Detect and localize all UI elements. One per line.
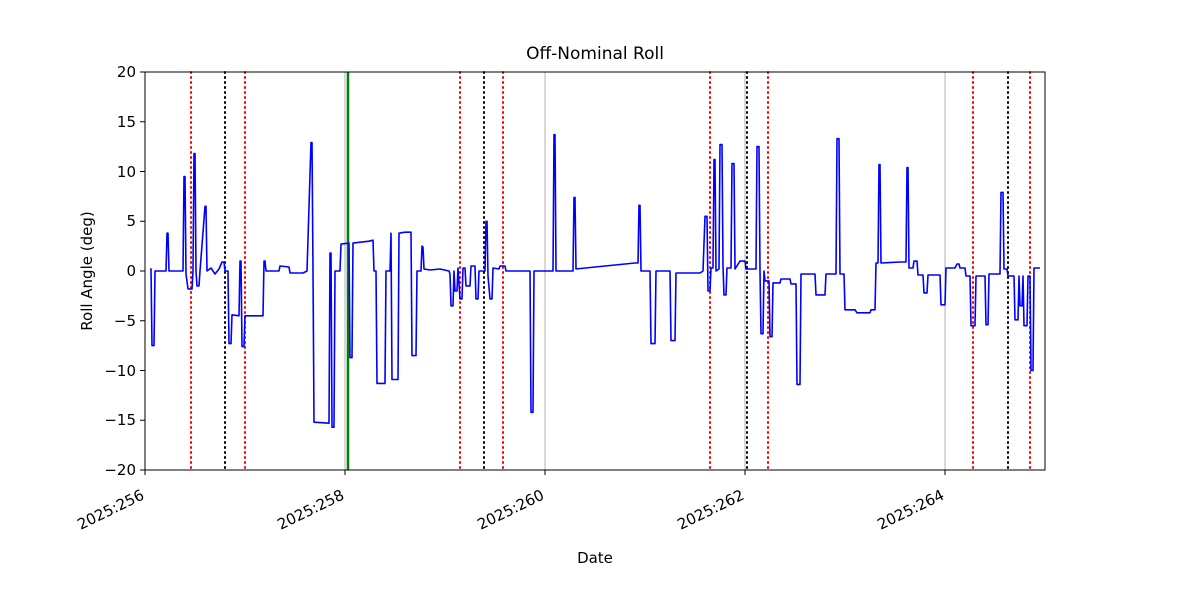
y-tick-label: 15 xyxy=(116,112,136,131)
y-tick-label: −20 xyxy=(104,461,136,479)
y-tick-label: −5 xyxy=(113,311,136,330)
y-tick-label: 20 xyxy=(116,63,136,81)
y-tick-label: −10 xyxy=(104,361,136,380)
y-tick-label: 0 xyxy=(126,262,136,280)
plot-border xyxy=(144,71,1046,471)
chart-title: Off-Nominal Roll xyxy=(526,44,664,64)
y-tick-label: −15 xyxy=(104,411,136,430)
x-axis-label: Date xyxy=(577,549,613,567)
roll-series-line xyxy=(150,133,1040,429)
y-tick-label: 5 xyxy=(126,212,136,231)
y-tick-label: 10 xyxy=(116,162,136,181)
